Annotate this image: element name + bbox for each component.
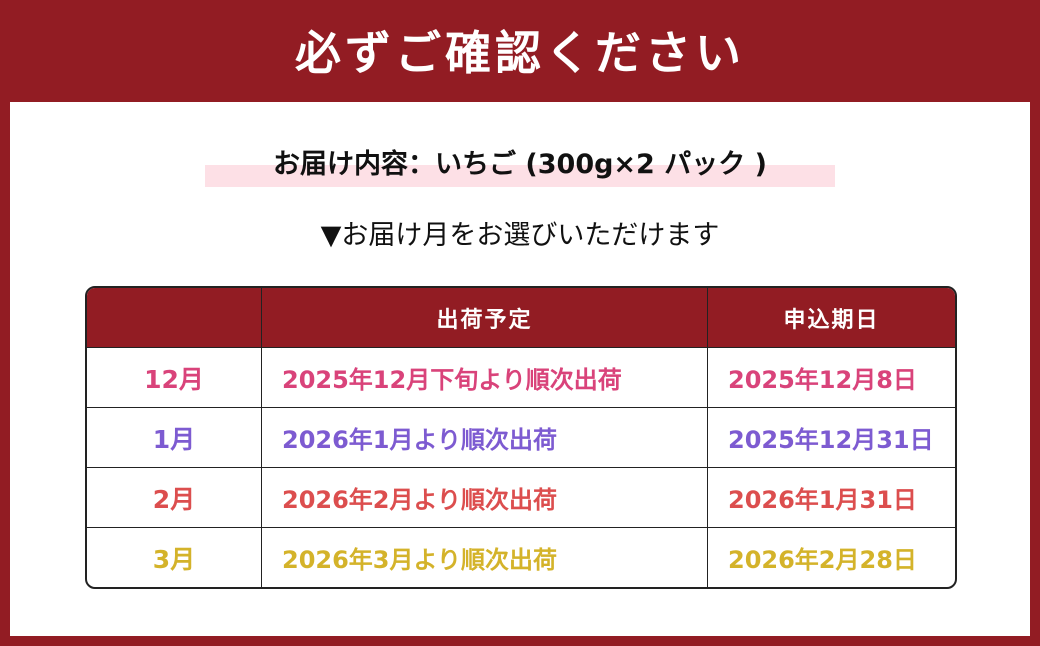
delivery-contents: お届け内容：いちご (300g×2 パック ) (205, 145, 835, 191)
header-shipping: 出荷予定 (262, 288, 708, 348)
page-title: 必ずご確認ください (295, 26, 745, 80)
deadline-cell: 2025年12月8日 (708, 348, 955, 408)
month-cell: 3月 (87, 528, 262, 587)
table-row[interactable]: 3月 2026年3月より順次出荷 2026年2月28日 (87, 528, 955, 587)
header-month (87, 288, 262, 348)
month-cell: 12月 (87, 348, 262, 408)
deadline-cell: 2025年12月31日 (708, 408, 955, 468)
highlight-bar (205, 165, 835, 187)
deadline-cell: 2026年1月31日 (708, 468, 955, 528)
table-header-row: 出荷予定 申込期日 (87, 288, 955, 348)
table-row[interactable]: 2月 2026年2月より順次出荷 2026年1月31日 (87, 468, 955, 528)
shipping-cell: 2025年12月下旬より順次出荷 (262, 348, 708, 408)
content-panel (10, 102, 1030, 636)
delivery-contents-label: お届け内容：いちご (300g×2 パック ) (273, 149, 767, 180)
select-month-prompt: ▼お届け月をお選びいただけます (320, 220, 720, 251)
header-deadline: 申込期日 (708, 288, 955, 348)
shipping-cell: 2026年2月より順次出荷 (262, 468, 708, 528)
delivery-schedule-table: 出荷予定 申込期日 12月 2025年12月下旬より順次出荷 2025年12月8… (85, 286, 957, 589)
table-row[interactable]: 12月 2025年12月下旬より順次出荷 2025年12月8日 (87, 348, 955, 408)
shipping-cell: 2026年3月より順次出荷 (262, 528, 708, 587)
month-cell: 2月 (87, 468, 262, 528)
month-cell: 1月 (87, 408, 262, 468)
deadline-cell: 2026年2月28日 (728, 546, 917, 574)
table-row[interactable]: 1月 2026年1月より順次出荷 2025年12月31日 (87, 408, 955, 468)
shipping-cell: 2026年1月より順次出荷 (262, 408, 708, 468)
